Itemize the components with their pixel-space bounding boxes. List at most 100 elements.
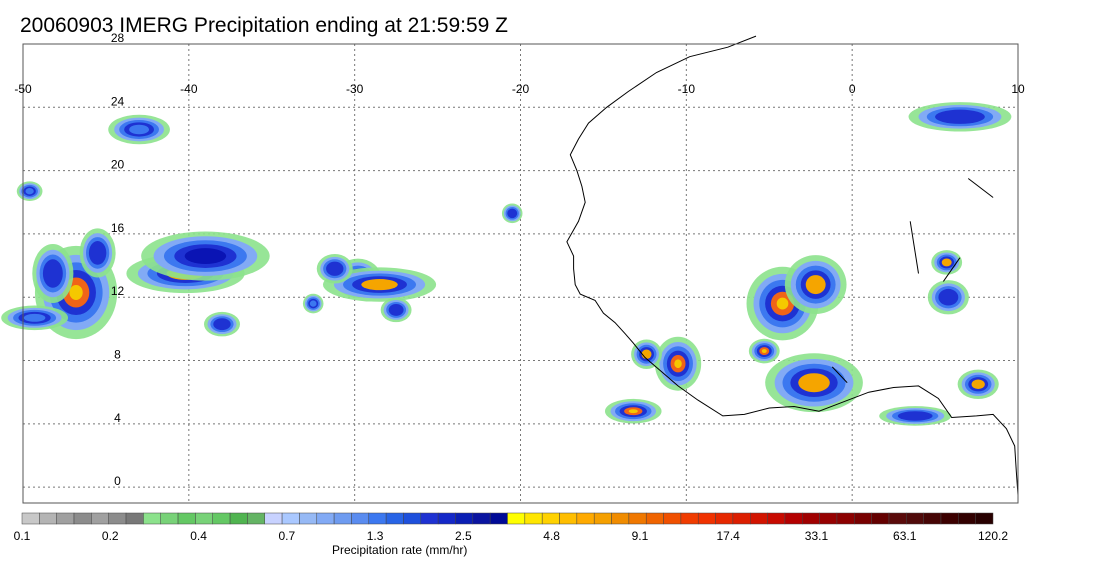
lat-tick-label: 28 xyxy=(111,31,125,45)
colorbar-swatch xyxy=(906,512,924,525)
lat-tick-label: 8 xyxy=(114,348,121,362)
colorbar-swatch xyxy=(784,512,803,525)
colorbar-swatch xyxy=(819,512,838,525)
colorbar-swatch xyxy=(489,512,508,525)
precip-cell xyxy=(204,311,240,337)
colorbar-swatch xyxy=(281,512,300,525)
precip-cell xyxy=(16,181,43,202)
precipitation-layer xyxy=(1,102,1012,426)
colorbar-tick-label: 2.5 xyxy=(455,529,472,543)
colorbar xyxy=(21,512,994,525)
lon-tick-label: -30 xyxy=(346,82,364,96)
colorbar-tick-label: 0.2 xyxy=(101,529,119,543)
colorbar-swatch xyxy=(559,512,578,525)
colorbar-swatch xyxy=(125,512,144,525)
lat-tick-label: 20 xyxy=(111,158,125,172)
colorbar-swatch xyxy=(541,512,560,525)
precip-cell xyxy=(784,255,847,315)
colorbar-tick-label: 0.4 xyxy=(190,529,207,543)
lon-tick-label: 10 xyxy=(1011,82,1025,96)
lon-tick-label: -50 xyxy=(14,82,32,96)
colorbar-swatch xyxy=(316,512,335,525)
lon-tick-label: 0 xyxy=(849,82,856,96)
colorbar-swatch xyxy=(888,512,907,525)
map-title: 20060903 IMERG Precipitation ending at 2… xyxy=(20,14,508,37)
colorbar-swatch xyxy=(39,512,57,525)
precip-cell xyxy=(927,280,969,315)
colorbar-swatch xyxy=(854,512,872,525)
colorbar-swatch xyxy=(195,512,213,525)
lat-tick-label: 16 xyxy=(111,221,125,235)
precip-cell xyxy=(32,244,74,303)
colorbar-tick-label: 33.1 xyxy=(804,529,829,543)
colorbar-tick-label: 0.7 xyxy=(278,529,296,543)
colorbar-swatch xyxy=(368,512,387,525)
lat-tick-label: 12 xyxy=(111,284,125,298)
colorbar-swatch xyxy=(299,512,318,525)
precip-cell xyxy=(322,267,437,302)
precip-cell xyxy=(748,338,780,364)
colorbar-swatch xyxy=(437,512,456,525)
colorbar-swatch xyxy=(663,512,682,525)
precip-cell xyxy=(1,305,69,331)
precip-cell xyxy=(302,293,324,314)
colorbar-swatch xyxy=(524,512,543,525)
precip-cell xyxy=(908,102,1012,132)
colorbar-swatch xyxy=(802,512,820,525)
colorbar-swatch xyxy=(212,512,231,525)
colorbar-swatch xyxy=(247,512,266,525)
colorbar-swatch xyxy=(264,512,283,525)
precip-cell xyxy=(931,250,963,275)
colorbar-swatch xyxy=(871,512,890,525)
colorbar-swatch xyxy=(507,512,526,525)
colorbar-swatch xyxy=(750,512,768,525)
colorbar-title: Precipitation rate (mm/hr) xyxy=(332,543,468,557)
coastline-layer xyxy=(566,35,1019,496)
colorbar-tick-label: 4.8 xyxy=(543,529,560,543)
colorbar-swatch xyxy=(160,512,179,525)
colorbar-swatch xyxy=(732,512,751,525)
colorbar-swatch xyxy=(91,512,109,525)
colorbar-swatch xyxy=(767,512,786,525)
precip-cell xyxy=(141,231,270,281)
colorbar-swatch xyxy=(420,512,439,525)
colorbar-swatch xyxy=(593,512,612,525)
colorbar-swatch xyxy=(385,512,404,525)
colorbar-swatch xyxy=(333,512,352,525)
lat-tick-label: 24 xyxy=(111,94,125,108)
colorbar-swatch xyxy=(56,512,75,525)
precip-cell xyxy=(879,406,952,426)
precip-cell xyxy=(957,369,999,400)
colorbar-tick-label: 9.1 xyxy=(631,529,649,543)
map-frame xyxy=(22,43,1019,504)
lon-tick-label: -20 xyxy=(512,82,530,96)
lon-tick-label: -40 xyxy=(180,82,198,96)
colorbar-tick-label: 63.1 xyxy=(893,529,917,543)
precip-cell xyxy=(501,203,523,224)
colorbar-swatch xyxy=(351,512,370,525)
precip-cell xyxy=(108,114,170,145)
colorbar-swatch xyxy=(229,512,248,525)
inland-water-line xyxy=(831,366,848,384)
colorbar-tick-label: 17.4 xyxy=(716,529,740,543)
colorbar-swatch xyxy=(108,512,127,525)
colorbar-swatch xyxy=(576,512,595,525)
precip-cell xyxy=(654,336,702,391)
colorbar-swatch xyxy=(975,512,994,525)
colorbar-tick-label: 0.1 xyxy=(13,529,31,543)
colorbar-swatch xyxy=(923,512,942,525)
lat-tick-label: 0 xyxy=(114,474,121,488)
precip-cell xyxy=(380,297,412,323)
colorbar-swatch xyxy=(611,512,630,525)
colorbar-swatch xyxy=(403,512,422,525)
colorbar-swatch xyxy=(73,512,92,525)
inland-water-line xyxy=(967,178,994,198)
colorbar-swatch xyxy=(958,512,976,525)
lat-tick-label: 4 xyxy=(114,411,121,425)
colorbar-swatch xyxy=(645,512,664,525)
precip-cell xyxy=(604,398,662,424)
map-axis-labels: -50 -40 -30 -20 -10 0 10 0 4 8 12 16 20 24 28 xyxy=(14,31,1025,488)
colorbar-swatch xyxy=(940,512,959,525)
colorbar-tick-label: 120.2 xyxy=(977,529,1009,543)
